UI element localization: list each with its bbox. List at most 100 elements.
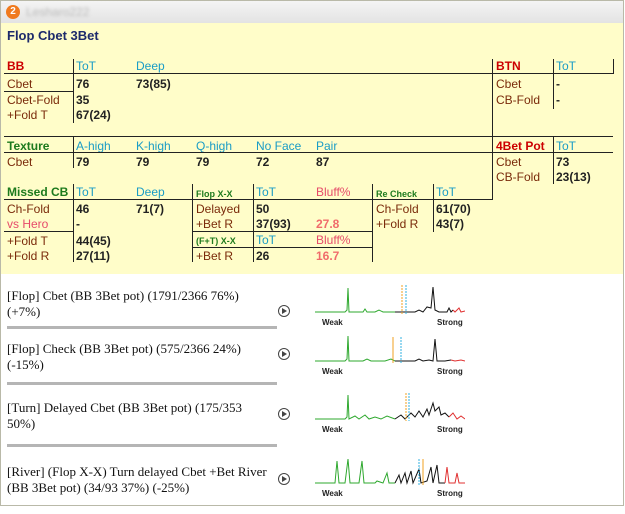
bb-row-label: Cbet bbox=[7, 77, 33, 91]
missed-cb-foldr-tot[interactable]: 27(11) bbox=[76, 249, 111, 263]
missed-cb-chfold-deep[interactable]: 71(7) bbox=[136, 202, 165, 216]
bb-cbet-tot[interactable]: 76 bbox=[76, 77, 90, 91]
row-separator bbox=[7, 326, 277, 329]
texture-col: A-high bbox=[76, 139, 111, 153]
divider bbox=[192, 231, 372, 232]
strong-label: Strong bbox=[437, 489, 463, 498]
row-separator bbox=[7, 444, 277, 447]
texture-value[interactable]: 72 bbox=[256, 155, 270, 169]
bb-header: BB bbox=[7, 59, 25, 73]
divider bbox=[553, 136, 554, 184]
texture-value[interactable]: 79 bbox=[136, 155, 150, 169]
fourbet-cbfold-tot[interactable]: 23(13) bbox=[556, 170, 591, 184]
missed-cb-row-label: Ch-Fold bbox=[7, 202, 50, 216]
missed-cb-foldt-tot[interactable]: 44(45) bbox=[76, 234, 111, 248]
play-icon[interactable] bbox=[278, 473, 290, 485]
fourbet-row-label: CB-Fold bbox=[496, 170, 541, 184]
ft-xx-col-bluff: Bluff% bbox=[316, 233, 351, 247]
missed-cb-col-tot: ToT bbox=[76, 185, 97, 199]
list-item[interactable]: [Flop] Cbet (BB 3Bet pot) (1791/2366 76%… bbox=[1, 282, 623, 342]
weak-label: Weak bbox=[322, 318, 343, 327]
list-item[interactable]: [River] (Flop X-X) Turn delayed Cbet +Be… bbox=[1, 454, 623, 514]
re-check-chfold-tot[interactable]: 61(70) bbox=[436, 202, 471, 216]
list-item[interactable]: [Flop] Check (BB 3Bet pot) (575/2366 24%… bbox=[1, 335, 623, 395]
texture-value[interactable]: 79 bbox=[196, 155, 210, 169]
panel-title: Flop Cbet 3Bet bbox=[7, 28, 99, 43]
divider bbox=[4, 91, 74, 92]
ft-xx-betr-bluff[interactable]: 16.7 bbox=[316, 249, 340, 263]
btn-col-tot: ToT bbox=[556, 59, 577, 73]
divider bbox=[433, 184, 434, 232]
texture-col: Pair bbox=[316, 139, 338, 153]
flop-xx-col-bluff: Bluff% bbox=[316, 185, 351, 199]
divider bbox=[4, 231, 74, 232]
line-text: [Flop] Check (BB 3Bet pot) (575/2366 24%… bbox=[7, 341, 241, 372]
list-item[interactable]: [Turn] Delayed Cbet (BB 3Bet pot) (175/3… bbox=[1, 392, 623, 452]
divider bbox=[4, 73, 492, 74]
missed-cb-chfold-tot[interactable]: 46 bbox=[76, 202, 90, 216]
ft-xx-header: (F+T) X-X bbox=[196, 236, 236, 246]
btn-row-label: CB-Fold bbox=[496, 93, 541, 107]
texture-col: Q-high bbox=[196, 139, 233, 153]
bb-row-label: +Fold T bbox=[7, 108, 48, 122]
divider bbox=[613, 59, 614, 74]
ft-xx-col-tot: ToT bbox=[256, 233, 277, 247]
fourbet-header: 4Bet Pot bbox=[496, 139, 545, 153]
hud-titlebar: 2 Lesharo222 bbox=[1, 1, 623, 24]
divider bbox=[4, 136, 492, 137]
divider bbox=[492, 152, 613, 153]
strong-label: Strong bbox=[437, 318, 463, 327]
divider bbox=[372, 184, 373, 262]
row-separator bbox=[7, 382, 277, 385]
divider bbox=[4, 152, 492, 153]
flop-xx-betr-bluff[interactable]: 27.8 bbox=[316, 217, 340, 231]
missed-cb-header: Missed CB bbox=[7, 185, 69, 199]
divider bbox=[253, 184, 254, 262]
re-check-header: Re Check bbox=[376, 189, 418, 199]
ft-xx-row-label: +Bet R bbox=[196, 249, 234, 263]
divider bbox=[192, 184, 193, 262]
player-name[interactable]: Lesharo222 bbox=[26, 5, 90, 19]
missed-cb-row-label: vs Hero bbox=[7, 217, 49, 231]
btn-row-label: Cbet bbox=[496, 77, 522, 91]
divider bbox=[192, 247, 372, 248]
weak-label: Weak bbox=[322, 489, 343, 498]
divider bbox=[492, 59, 493, 136]
texture-col: K-high bbox=[136, 139, 171, 153]
divider bbox=[492, 136, 613, 137]
texture-header: Texture bbox=[7, 139, 50, 153]
texture-row-label: Cbet bbox=[7, 155, 33, 169]
ft-xx-betr-tot[interactable]: 26 bbox=[256, 249, 270, 263]
range-sparkline bbox=[315, 393, 465, 421]
missed-cb-col-deep: Deep bbox=[136, 185, 165, 199]
texture-value[interactable]: 79 bbox=[76, 155, 90, 169]
line-text: [Flop] Cbet (BB 3Bet pot) (1791/2366 76%… bbox=[7, 288, 239, 319]
bb-col-tot: ToT bbox=[76, 59, 97, 73]
stats-panel: Flop Cbet 3Bet BB ToT Deep Cbet 76 73(85… bbox=[1, 23, 623, 274]
missed-cb-vshero-tot[interactable]: - bbox=[76, 217, 80, 231]
bb-row-label: Cbet-Fold bbox=[7, 93, 60, 107]
btn-cbet-tot[interactable]: - bbox=[556, 77, 560, 91]
strong-label: Strong bbox=[437, 367, 463, 376]
weak-label: Weak bbox=[322, 425, 343, 434]
divider bbox=[73, 184, 74, 262]
bb-cbetfold-tot[interactable]: 35 bbox=[76, 93, 90, 107]
btn-cbfold-tot[interactable]: - bbox=[556, 93, 560, 107]
bb-cbet-deep[interactable]: 73(85) bbox=[136, 77, 171, 91]
missed-cb-row-label: +Fold R bbox=[7, 249, 50, 263]
play-icon[interactable] bbox=[278, 305, 290, 317]
play-icon[interactable] bbox=[278, 348, 290, 360]
re-check-foldr-tot[interactable]: 43(7) bbox=[436, 217, 465, 231]
bb-foldt-tot[interactable]: 67(24) bbox=[76, 108, 111, 122]
re-check-row-label: +Fold R bbox=[376, 217, 419, 231]
divider bbox=[192, 199, 372, 200]
divider bbox=[553, 59, 554, 109]
texture-value[interactable]: 87 bbox=[316, 155, 330, 169]
flop-xx-header: Flop X-X bbox=[196, 189, 233, 199]
divider bbox=[492, 184, 493, 199]
flop-xx-betr-tot[interactable]: 37(93) bbox=[256, 217, 291, 231]
fourbet-cbet-tot[interactable]: 73 bbox=[556, 155, 570, 169]
play-icon[interactable] bbox=[278, 408, 290, 420]
flop-xx-delayed-tot[interactable]: 50 bbox=[256, 202, 270, 216]
range-sparkline bbox=[315, 285, 465, 314]
